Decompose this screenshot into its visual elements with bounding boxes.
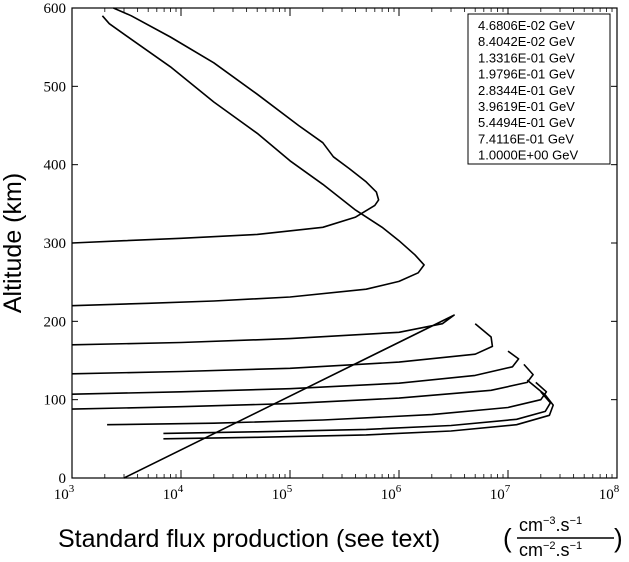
- axis-ticks: 0 100 200 300 400 500 600 103 104 105 106 107 108: [44, 1, 620, 503]
- legend-entry: 7.4116E-01 GeV: [478, 131, 574, 146]
- series-lines: [71, 7, 554, 479]
- series-line-4: [71, 323, 494, 375]
- x-tick-label: 108: [599, 483, 620, 503]
- unit-numerator: cm−3.s−1: [519, 515, 582, 535]
- unit-denominator: cm−2.s−1: [519, 540, 582, 560]
- y-tick-label: 300: [44, 236, 67, 252]
- series-line-1: [71, 7, 380, 244]
- y-tick-label: 200: [44, 314, 67, 330]
- legend-box: [467, 13, 611, 165]
- legend-entry: 1.3316E-01 GeV: [478, 50, 575, 65]
- series-line-2: [71, 15, 425, 307]
- series-line-8: [163, 391, 552, 435]
- y-axis-title: Altitude (km): [0, 173, 27, 313]
- svg-text:(: (: [503, 523, 512, 553]
- y-tick-label: 0: [59, 471, 67, 487]
- legend-entry: 3.9619E-01 GeV: [478, 99, 575, 114]
- legend-entry: 2.8344E-01 GeV: [478, 83, 575, 98]
- legend-entry: 1.9796E-01 GeV: [478, 67, 575, 82]
- series-line-7: [107, 381, 548, 426]
- x-axis-unit: ( cm−3.s−1 cm−2.s−1 ): [503, 515, 623, 560]
- series-line-3: [71, 314, 455, 479]
- x-tick-label: 105: [272, 483, 293, 503]
- y-tick-label: 400: [44, 158, 67, 174]
- legend-entry: 5.4494E-01 GeV: [478, 115, 575, 130]
- y-tick-label: 600: [44, 1, 67, 17]
- x-tick-label: 107: [490, 483, 511, 503]
- x-tick-label: 103: [54, 483, 75, 503]
- legend-entry: 4.6806E-02 GeV: [478, 18, 575, 33]
- legend-entry: 1.0000E+00 GeV: [478, 148, 578, 163]
- legend-entry: 8.4042E-02 GeV: [478, 34, 575, 49]
- series-line-6: [71, 363, 534, 410]
- x-tick-label: 106: [381, 483, 402, 503]
- series-line-9: [163, 379, 554, 440]
- x-tick-label: 104: [163, 483, 184, 503]
- series-line-5: [71, 350, 520, 395]
- y-tick-label: 500: [44, 79, 67, 95]
- svg-text:): ): [614, 523, 623, 553]
- x-axis-title: Standard flux production (see text): [58, 525, 440, 553]
- y-tick-label: 100: [44, 393, 67, 409]
